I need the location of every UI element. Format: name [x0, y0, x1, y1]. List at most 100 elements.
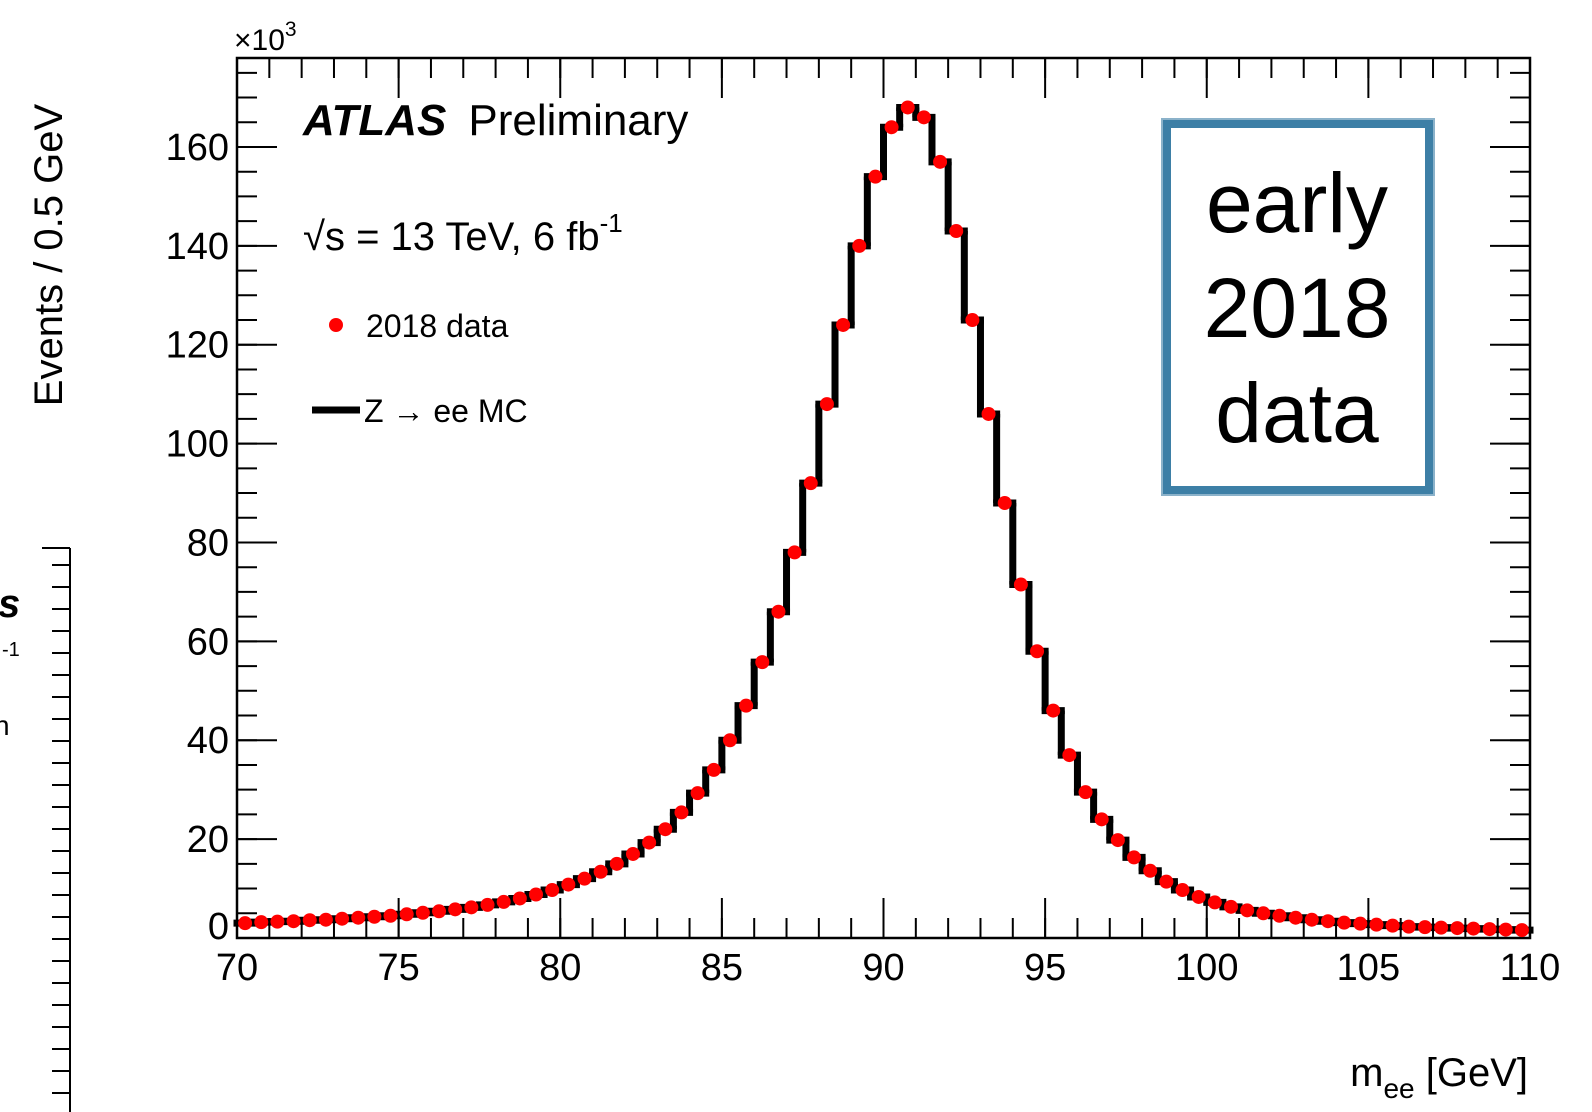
data-point	[722, 733, 737, 748]
data-point	[1417, 920, 1432, 935]
data-point	[1450, 921, 1465, 936]
data-point	[464, 900, 479, 915]
x-tick-label: 105	[1337, 947, 1400, 989]
data-point	[254, 915, 269, 930]
y-tick-label: 140	[166, 226, 229, 268]
annotation-line: early	[1206, 156, 1388, 250]
data-point	[399, 907, 414, 922]
legend-label: 2018 data	[366, 308, 509, 344]
data-point	[351, 910, 366, 925]
data-point	[1353, 916, 1368, 931]
data-point	[383, 908, 398, 923]
x-axis-label: mee [GeV]	[1350, 1051, 1528, 1104]
data-point	[335, 911, 350, 926]
data-point	[690, 786, 705, 801]
annotation-frame-outer	[1161, 118, 1435, 496]
data-point	[1304, 912, 1319, 927]
data-point	[1062, 748, 1077, 763]
data-point	[981, 406, 996, 421]
y-tick-label: 100	[166, 424, 229, 466]
data-point	[1127, 850, 1142, 865]
data-point	[787, 545, 802, 560]
annotation-line: 2018	[1204, 261, 1391, 355]
data-point	[916, 110, 931, 125]
data-point	[658, 822, 673, 837]
data-point	[529, 887, 544, 902]
x-tick-label: 110	[1500, 947, 1561, 989]
status: Preliminary	[468, 96, 688, 145]
data-point	[1078, 785, 1093, 800]
data-point	[367, 909, 382, 924]
data-point	[1110, 833, 1125, 848]
data-point	[706, 762, 721, 777]
plot-frame	[235, 56, 1532, 940]
x-tick-label: 85	[701, 947, 743, 989]
x-tick-label: 100	[1175, 947, 1238, 989]
x-axis-label-main: m	[1350, 1051, 1383, 1095]
data-point	[1434, 920, 1449, 935]
data-point	[771, 604, 786, 619]
data-point	[739, 698, 754, 713]
data-point	[674, 805, 689, 820]
fragment-text: s	[0, 582, 20, 626]
data-point	[868, 169, 883, 184]
y-multiplier: ×103	[234, 18, 297, 57]
fragment-text: -1	[2, 639, 20, 661]
data-point	[480, 897, 495, 912]
data-point	[803, 476, 818, 491]
data-point	[593, 864, 608, 879]
data-point	[1320, 914, 1335, 929]
data-point	[1369, 917, 1384, 932]
data-point	[1143, 863, 1158, 878]
y-tick-label: 60	[187, 621, 229, 663]
data-point	[1159, 874, 1174, 889]
annotation-line: data	[1215, 366, 1379, 460]
data-point	[561, 877, 576, 892]
data-point	[302, 913, 317, 928]
data-point	[609, 856, 624, 871]
x-tick-label: 90	[862, 947, 904, 989]
experiment: ATLAS	[302, 96, 446, 145]
y-tick-label: 160	[166, 127, 229, 169]
data-point	[1046, 703, 1061, 718]
data-point	[1514, 923, 1529, 938]
data-point	[1482, 922, 1497, 937]
y-tick-label: 0	[208, 906, 229, 948]
annotation-box	[1161, 118, 1435, 496]
data-point	[1223, 899, 1238, 914]
data-point	[432, 904, 447, 919]
data-point	[852, 238, 867, 253]
data-point	[270, 914, 285, 929]
data-point	[496, 894, 511, 909]
data-point	[1337, 915, 1352, 930]
energy-text: √s = 13 TeV, 6 fb	[303, 215, 600, 259]
data-point	[1288, 910, 1303, 925]
data-point	[448, 902, 463, 917]
data-point	[1094, 812, 1109, 827]
energy-label: √s = 13 TeV, 6 fb-1	[303, 208, 623, 259]
data-point	[836, 317, 851, 332]
data-point	[625, 846, 640, 861]
data-points	[238, 100, 1529, 938]
y-tick-label: 120	[166, 325, 229, 367]
energy-sup: -1	[600, 208, 623, 238]
experiment-label: ATLAS Preliminary	[302, 96, 688, 145]
data-point	[819, 397, 834, 412]
data-point	[1385, 918, 1400, 933]
data-point	[997, 495, 1012, 510]
data-point	[1175, 883, 1190, 898]
y-axis-label: Events / 0.5 GeV	[27, 103, 71, 406]
x-tick-label: 75	[377, 947, 419, 989]
annotation-frame	[1163, 120, 1433, 494]
x-axis-label-sub: ee	[1383, 1073, 1414, 1104]
data-point	[286, 914, 301, 929]
data-point	[577, 871, 592, 886]
y-multiplier-exp: 3	[285, 18, 297, 41]
data-point	[1030, 644, 1045, 659]
data-point	[755, 655, 770, 670]
data-point	[884, 120, 899, 135]
x-axis-label-unit: [GeV]	[1415, 1051, 1528, 1095]
data-point	[642, 835, 657, 850]
